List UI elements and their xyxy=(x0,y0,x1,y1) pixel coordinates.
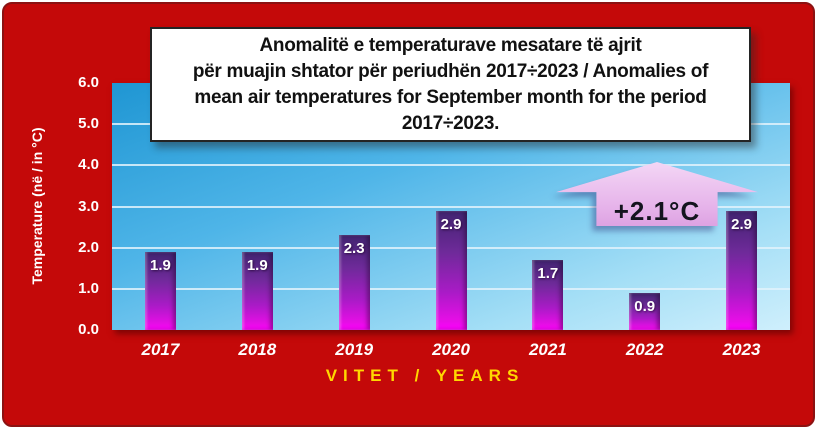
x-axis-ticks: 2017 2018 2019 2020 2021 2022 2023 xyxy=(112,338,790,362)
chart-title-line: për muajin shtator për periudhën 2017÷20… xyxy=(192,60,709,82)
chart-title-box: Anomalitë e temperaturave mesatare të aj… xyxy=(150,27,751,142)
bar-value-label: 1.7 xyxy=(537,265,559,283)
bar-2021: 1.7 xyxy=(532,260,564,330)
y-axis-tick-label: 2.0 xyxy=(78,238,99,256)
x-axis-tick-label: 2021 xyxy=(528,340,567,359)
bar-value-label: 1.9 xyxy=(246,256,268,274)
x-axis-tick-label: 2018 xyxy=(238,340,277,359)
y-axis-tick-label: 5.0 xyxy=(78,115,99,133)
bar-value-label: 1.9 xyxy=(149,256,171,274)
bar-value-label: 2.3 xyxy=(343,240,365,258)
bar-2017: 1.9 xyxy=(144,251,176,330)
bar-value-label: 2.9 xyxy=(440,215,462,233)
x-axis-title: VITET / YEARS xyxy=(325,366,525,385)
x-axis-tick-label: 2019 xyxy=(335,340,374,359)
x-axis-tick-label: 2022 xyxy=(625,340,664,359)
chart-title-line: mean air temperatures for September mont… xyxy=(194,86,707,108)
bar-2018: 1.9 xyxy=(241,251,273,330)
x-axis-tick-label: 2020 xyxy=(432,340,470,359)
y-axis-tick-label: 0.0 xyxy=(78,321,99,338)
bar-2020: 2.9 xyxy=(435,210,467,330)
y-axis-title: Temperature (në / in °C) xyxy=(29,127,45,285)
bar-value-label: 2.9 xyxy=(731,215,752,233)
y-axis-tick-label: 6.0 xyxy=(78,74,99,91)
x-axis-tick-label: 2017 xyxy=(141,340,180,359)
bar-2022: 0.9 xyxy=(629,292,661,330)
y-axis-ticks: 0.0 1.0 2.0 3.0 4.0 5.0 6.0 xyxy=(50,74,105,338)
chart-title-line: Anomalitë e temperaturave mesatare të aj… xyxy=(259,34,642,56)
annotation-label: +2.1°C xyxy=(613,196,701,226)
bar-2023: 2.9 xyxy=(726,210,758,330)
grid-line xyxy=(112,164,790,167)
grid-line xyxy=(112,205,790,208)
y-axis-tick-label: 4.0 xyxy=(78,156,99,174)
bar-2019: 2.3 xyxy=(338,235,370,330)
x-axis-tick-label: 2023 xyxy=(722,340,761,359)
bar-value-label: 0.9 xyxy=(634,297,656,315)
chart-title-line: 2017÷2023. xyxy=(401,112,500,134)
annotation-arrow: +2.1°C xyxy=(556,162,758,226)
y-axis-tick-label: 1.0 xyxy=(78,279,99,297)
y-axis-tick-label: 3.0 xyxy=(78,197,99,215)
